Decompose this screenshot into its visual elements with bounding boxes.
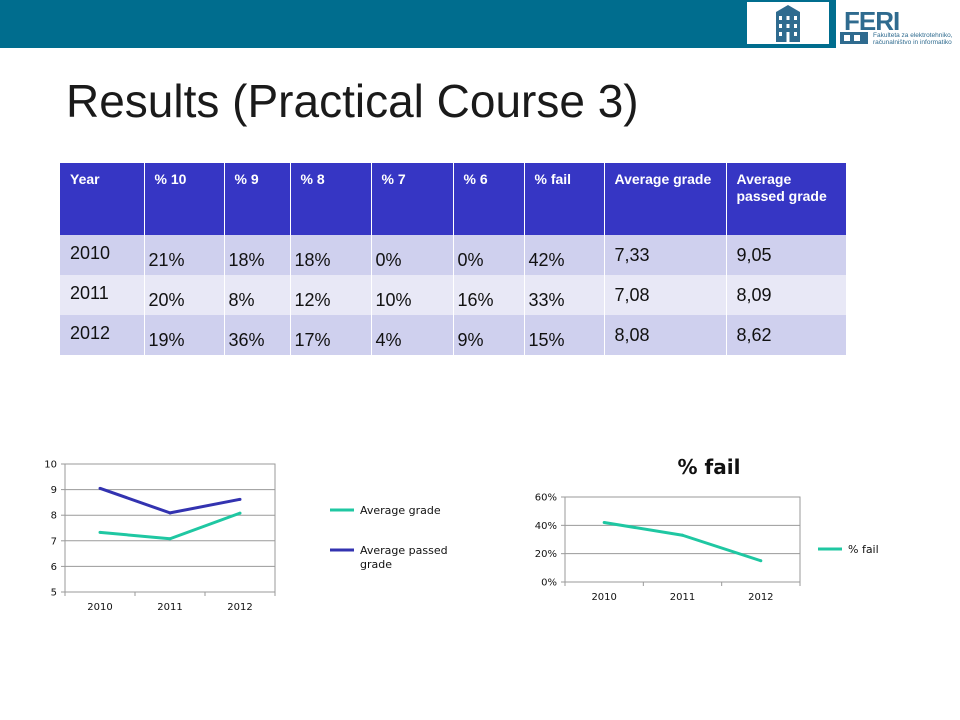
table-row: 2011 20% 8% 12% 10% 16% 33% 7,08 8,09 bbox=[60, 275, 847, 315]
building-icon bbox=[776, 5, 800, 42]
x-tick-label: 2010 bbox=[87, 602, 112, 613]
university-logo bbox=[747, 2, 829, 44]
cell-pct-10: 19% bbox=[144, 315, 225, 355]
data-point bbox=[238, 497, 242, 501]
x-tick-label: 2012 bbox=[227, 602, 252, 613]
series-line-2 bbox=[99, 486, 241, 515]
data-point bbox=[681, 533, 684, 537]
cell-pct-8: 12% bbox=[290, 275, 372, 315]
header-pct-8: % 8 bbox=[290, 163, 372, 235]
data-point bbox=[602, 521, 606, 524]
legend-label-line: Average passed bbox=[360, 544, 448, 557]
y-tick-label: 7 bbox=[51, 536, 57, 547]
feri-logo-text: FERI bbox=[844, 6, 900, 36]
grades-line-chart: 5 6 7 8 9 10 2010 2011 2012 Average grade Average … bbox=[44, 460, 448, 614]
data-point bbox=[238, 511, 242, 515]
y-tick-label: 10 bbox=[44, 460, 57, 471]
feri-logo: FERI Fakulteta za elektrotehniko, računa… bbox=[836, 0, 960, 48]
y-tick-label: 20% bbox=[535, 549, 557, 560]
cell-pct-8: 17% bbox=[290, 315, 372, 355]
table-row: 2010 21% 18% 18% 0% 0% 42% 7,33 9,05 bbox=[60, 235, 847, 275]
plot-area bbox=[64, 463, 276, 593]
table-row: 2012 19% 36% 17% 4% 9% 15% 8,08 8,62 bbox=[60, 315, 847, 355]
cell-average-grade: 7,33 bbox=[604, 235, 727, 275]
cell-average-passed-grade: 8,62 bbox=[726, 315, 847, 355]
cell-average-grade: 8,08 bbox=[604, 315, 727, 355]
cell-pct-7: 0% bbox=[371, 235, 454, 275]
chart-title: % fail bbox=[678, 455, 741, 479]
legend-label: Average passed grade bbox=[360, 544, 448, 571]
header-pct-10: % 10 bbox=[144, 163, 225, 235]
cell-pct-fail: 15% bbox=[524, 315, 605, 355]
cell-pct-6: 0% bbox=[453, 235, 525, 275]
cell-pct-6: 9% bbox=[453, 315, 525, 355]
cell-average-passed-grade: 8,09 bbox=[726, 275, 847, 315]
x-tick-label: 2011 bbox=[157, 602, 182, 613]
header-average-grade: Average grade bbox=[604, 163, 727, 235]
header-pct-6: % 6 bbox=[453, 163, 525, 235]
cell-pct-7: 10% bbox=[371, 275, 454, 315]
header-year: Year bbox=[60, 163, 145, 235]
table-header-row: Year % 10 % 9 % 8 % 7 % 6 % fail Average… bbox=[60, 163, 847, 235]
legend-label-line: grade bbox=[360, 558, 392, 571]
cell-pct-fail: 42% bbox=[524, 235, 605, 275]
cell-pct-9: 18% bbox=[224, 235, 291, 275]
y-tick-label: 6 bbox=[51, 562, 57, 573]
cell-year: 2011 bbox=[60, 275, 145, 315]
page-title: Results (Practical Course 3) bbox=[66, 75, 639, 127]
x-tick-label: 2010 bbox=[591, 592, 616, 603]
results-table: Year % 10 % 9 % 8 % 7 % 6 % fail Average… bbox=[60, 163, 847, 355]
cell-pct-8: 18% bbox=[290, 235, 372, 275]
header-pct-9: % 9 bbox=[224, 163, 291, 235]
fail-line-chart: % fail 0% 20% 40% 60% 2010 2011 2012 % fail bbox=[535, 455, 879, 603]
cell-pct-6: 16% bbox=[453, 275, 525, 315]
x-tick-label: 2012 bbox=[748, 592, 773, 603]
data-point bbox=[168, 537, 172, 541]
legend-label: % fail bbox=[848, 543, 879, 556]
y-tick-label: 40% bbox=[535, 521, 557, 532]
cell-pct-10: 20% bbox=[144, 275, 225, 315]
cell-pct-fail: 33% bbox=[524, 275, 605, 315]
x-tick-label: 2011 bbox=[670, 592, 695, 603]
feri-emblem-icon bbox=[840, 32, 868, 44]
y-tick-label: 8 bbox=[51, 511, 57, 522]
cell-year: 2012 bbox=[60, 315, 145, 355]
y-tick-label: 0% bbox=[541, 578, 557, 589]
header-pct-fail: % fail bbox=[524, 163, 605, 235]
header-pct-7: % 7 bbox=[371, 163, 454, 235]
y-tick-label: 60% bbox=[535, 493, 557, 504]
plot-area bbox=[564, 496, 801, 583]
data-point bbox=[98, 530, 102, 534]
cell-pct-7: 4% bbox=[371, 315, 454, 355]
header-average-passed-grade: Average passed grade bbox=[726, 163, 847, 235]
legend-label: Average grade bbox=[360, 504, 441, 517]
series-line-1 bbox=[99, 511, 241, 541]
data-point bbox=[759, 559, 763, 563]
data-point bbox=[168, 511, 172, 515]
series-line-1 bbox=[603, 521, 762, 563]
cell-average-passed-grade: 9,05 bbox=[726, 235, 847, 275]
cell-year: 2010 bbox=[60, 235, 145, 275]
y-tick-label: 5 bbox=[51, 588, 57, 599]
cell-pct-9: 36% bbox=[224, 315, 291, 355]
cell-average-grade: 7,08 bbox=[604, 275, 727, 315]
y-tick-label: 9 bbox=[51, 485, 57, 496]
data-point bbox=[98, 486, 102, 490]
cell-pct-10: 21% bbox=[144, 235, 225, 275]
top-banner: FERI Fakulteta za elektrotehniko, računa… bbox=[0, 0, 960, 48]
feri-logo-subtitle: Fakulteta za elektrotehniko, računalništ… bbox=[873, 32, 953, 46]
cell-pct-9: 8% bbox=[224, 275, 291, 315]
